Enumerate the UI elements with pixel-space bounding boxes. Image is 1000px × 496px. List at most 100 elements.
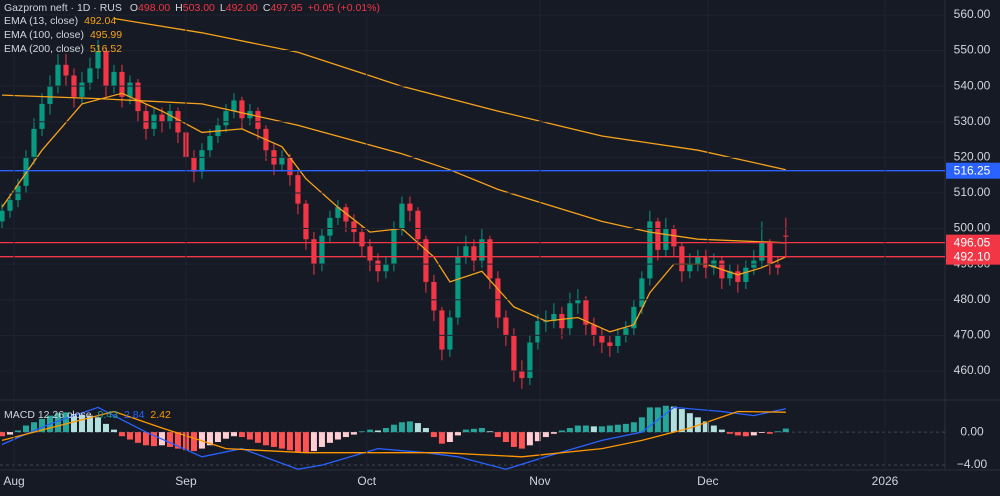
candle-body (199, 150, 205, 172)
candle-body (159, 114, 165, 122)
y-tick-label: 520.00 (954, 150, 991, 164)
candle-body (783, 235, 789, 237)
histogram-bar (590, 426, 597, 433)
candle-body (47, 86, 53, 104)
candle-body (119, 71, 125, 97)
macd-legend-value: 2.84 (124, 409, 145, 421)
x-tick-label: Dec (697, 474, 718, 488)
quote-value: 498.00 (138, 2, 170, 14)
histogram-bar (462, 429, 469, 433)
candle-body (623, 328, 629, 336)
y-tick-label: 460.00 (954, 363, 991, 377)
candle-body (287, 157, 293, 176)
histogram-bar (246, 432, 253, 440)
x-tick-label: 2026 (872, 474, 899, 488)
histogram-bar (230, 432, 237, 437)
candle-body (127, 82, 133, 97)
histogram-bar (310, 432, 317, 452)
candle-body (423, 239, 429, 282)
candle-body (455, 257, 461, 318)
candle-body (231, 100, 237, 112)
legend-value: 492.04 (84, 15, 116, 27)
histogram-bar (350, 432, 357, 435)
candle-body (727, 271, 733, 279)
level-label: 516.25 (954, 163, 991, 177)
histogram-bar (422, 428, 429, 433)
quote-value: 497.95 (270, 2, 302, 14)
candle-body (167, 111, 173, 122)
histogram-bar (294, 432, 301, 452)
candle-body (631, 306, 637, 329)
indicator-line (113, 17, 786, 171)
candle-body (583, 299, 589, 325)
candle-body (311, 239, 317, 265)
candle-body (759, 242, 765, 261)
histogram-bar (166, 432, 173, 447)
candle-body (31, 128, 37, 158)
candle-body (695, 257, 701, 265)
candle-body (735, 271, 741, 282)
candle-body (143, 111, 149, 129)
histogram-bar (374, 430, 381, 433)
candle-body (431, 281, 437, 311)
candle-body (743, 267, 749, 282)
histogram-bar (326, 432, 333, 443)
candle-body (527, 342, 533, 379)
histogram-bar (598, 426, 605, 433)
histogram-bar (622, 423, 629, 433)
histogram-bar (662, 405, 669, 433)
candle-body (367, 246, 373, 261)
candle-body (663, 228, 669, 250)
histogram-bar (486, 431, 493, 433)
candle-body (255, 111, 261, 129)
y-tick-label: 540.00 (954, 78, 991, 92)
histogram-bar (390, 424, 397, 433)
x-tick-label: Aug (3, 474, 24, 488)
histogram-bar (566, 428, 573, 433)
candle-body (607, 342, 613, 347)
histogram-bar (206, 432, 213, 446)
candle-body (343, 207, 349, 222)
histogram-bar (366, 429, 373, 433)
y-tick-label: 0.00 (960, 424, 984, 438)
legend: Gazprom neft · 1D · RUS O 498.00 H 503.00 L 49… (4, 2, 380, 421)
histogram-bar (142, 432, 149, 446)
legend-value: 495.99 (90, 29, 122, 41)
histogram-bar (646, 407, 653, 433)
histogram-bar (782, 428, 789, 433)
candle-body (295, 175, 301, 204)
histogram-bar (102, 423, 109, 433)
candle-body (327, 217, 333, 236)
histogram-bar (278, 432, 285, 449)
histogram-bar (526, 432, 533, 446)
candle-body (399, 203, 405, 229)
candle-body (335, 207, 341, 218)
candle-body (415, 210, 421, 240)
histogram-bar (518, 432, 525, 449)
histogram-bar (62, 412, 69, 433)
histogram-bar (134, 432, 141, 443)
candle-body (447, 317, 453, 350)
candle-body (103, 50, 109, 87)
histogram-bar (86, 415, 93, 433)
candle-body (55, 64, 61, 87)
histogram-bar (254, 432, 261, 443)
quote-key: H (175, 2, 183, 14)
quote-value: +0.05 (+0.01%) (308, 2, 380, 14)
histogram-bar (550, 432, 557, 434)
candle-body (23, 157, 29, 186)
histogram-bar (286, 432, 293, 451)
histogram-bar (758, 432, 765, 433)
level-label: 492.10 (954, 249, 991, 263)
histogram-bar (190, 432, 197, 452)
macd-title: MACD 12 26 close (4, 409, 92, 421)
histogram-bar (702, 421, 709, 433)
candle-body (655, 221, 661, 250)
candle-body (495, 278, 501, 318)
histogram-bar (262, 432, 269, 446)
y-tick-label: 550.00 (954, 43, 991, 57)
symbol-title: Gazprom neft · 1D · RUS (4, 2, 122, 14)
histogram-bar (774, 431, 781, 433)
